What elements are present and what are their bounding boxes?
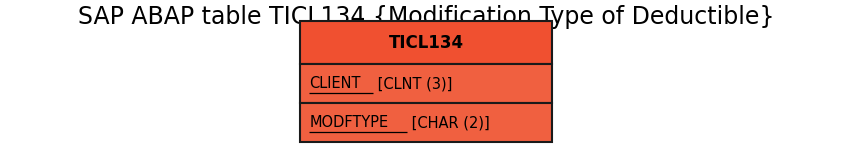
Text: MODFTYPE: MODFTYPE	[309, 115, 389, 130]
FancyBboxPatch shape	[300, 21, 552, 64]
Text: CLIENT: CLIENT	[309, 76, 361, 91]
Text: SAP ABAP table TICL134 {Modification Type of Deductible}: SAP ABAP table TICL134 {Modification Typ…	[78, 5, 774, 29]
Text: [CHAR (2)]: [CHAR (2)]	[407, 115, 490, 130]
FancyBboxPatch shape	[300, 103, 552, 142]
FancyBboxPatch shape	[300, 64, 552, 103]
Text: [CLNT (3)]: [CLNT (3)]	[373, 76, 452, 91]
Text: TICL134: TICL134	[389, 34, 463, 52]
